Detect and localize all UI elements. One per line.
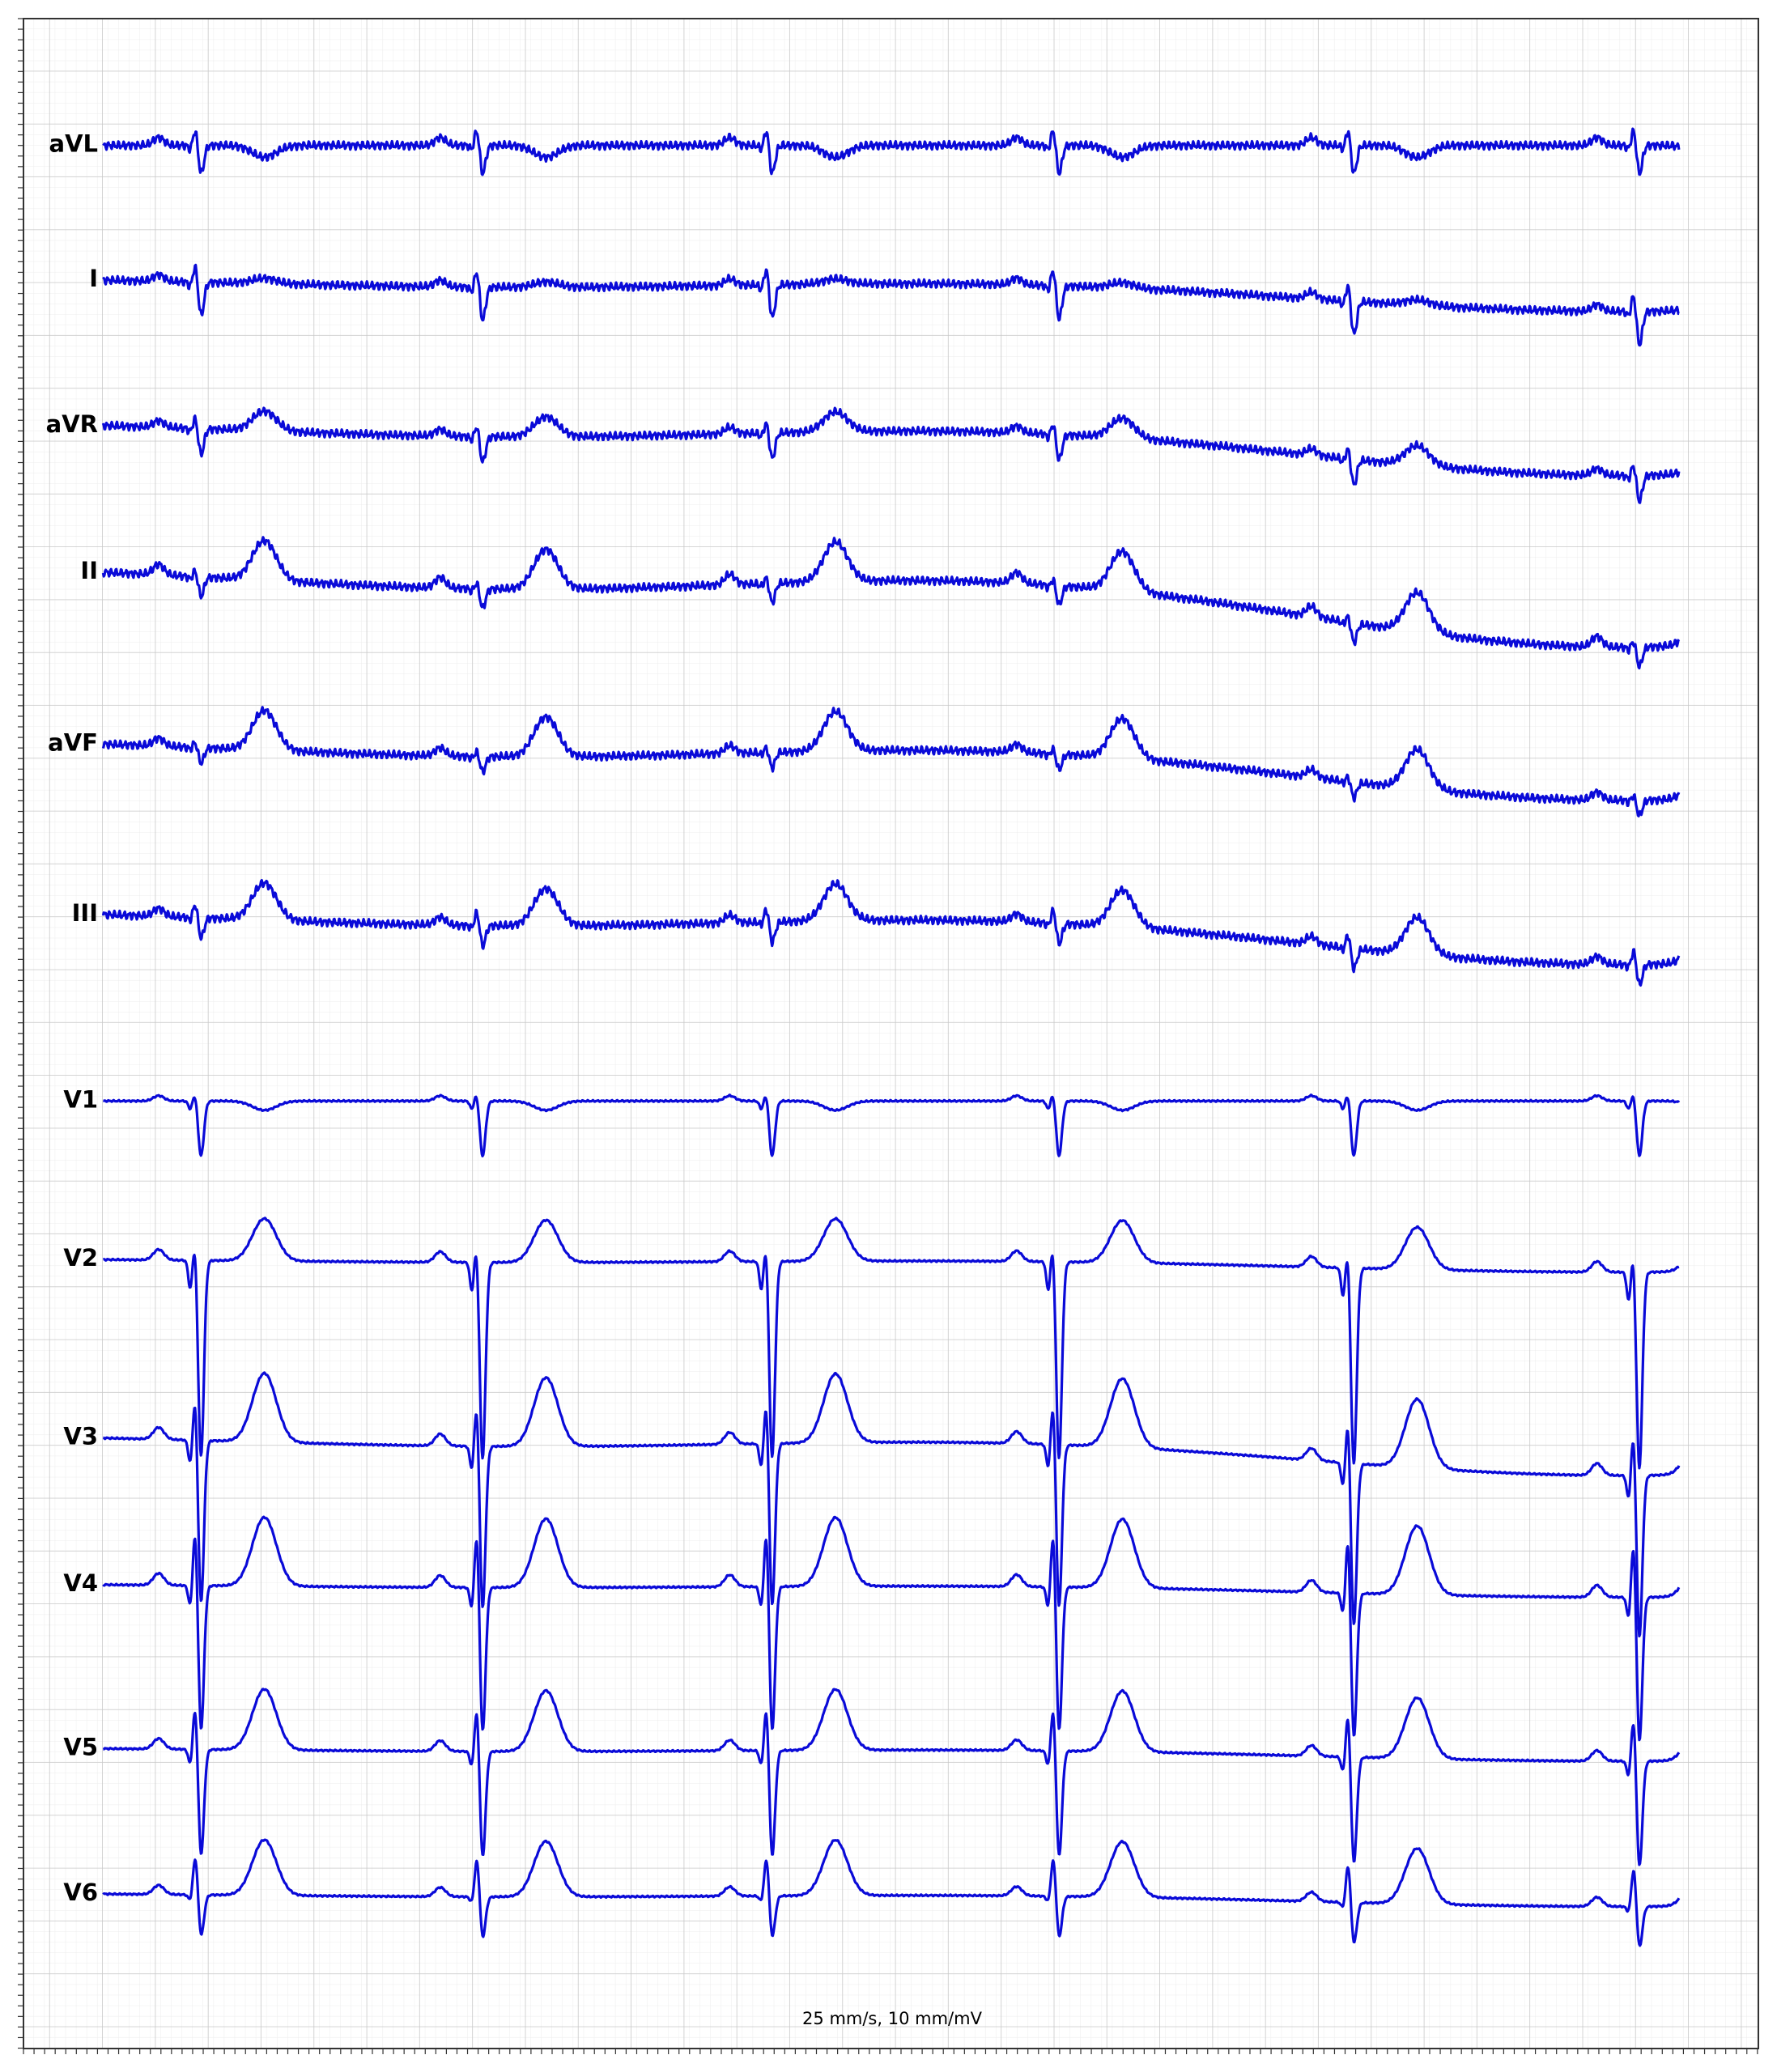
lead-label: V3 — [63, 1423, 98, 1450]
lead-label: I — [89, 265, 98, 292]
lead-label: aVF — [48, 728, 98, 756]
ecg-trace — [102, 263, 1680, 347]
lead-label: V4 — [63, 1569, 98, 1597]
ecg-trace — [101, 406, 1681, 504]
major-grid — [23, 19, 1758, 2049]
footer: 25 mm/s, 10 mm/mV — [802, 2009, 983, 2028]
ecg-trace — [102, 1515, 1681, 1742]
ecg-trace — [101, 879, 1681, 987]
lead-label: III — [72, 899, 98, 927]
ecg-trace — [102, 1688, 1681, 1866]
ecg-trace — [102, 127, 1681, 176]
ecg-trace — [102, 1093, 1681, 1157]
lead-label: V1 — [63, 1085, 98, 1113]
lead-label: V5 — [63, 1733, 98, 1760]
lead-label: V2 — [63, 1244, 98, 1272]
lead-label: aVR — [46, 410, 98, 438]
ecg-trace — [102, 1216, 1680, 1470]
ecg-trace — [102, 1838, 1681, 1947]
ecg-trace — [101, 536, 1681, 670]
ecg-trace — [101, 706, 1681, 817]
lead-label: V6 — [63, 1879, 98, 1906]
lead-label: II — [80, 557, 98, 584]
lead-label: aVL — [49, 130, 99, 158]
axis-ticks — [18, 18, 1758, 2054]
ecg-trace — [102, 1371, 1681, 1638]
